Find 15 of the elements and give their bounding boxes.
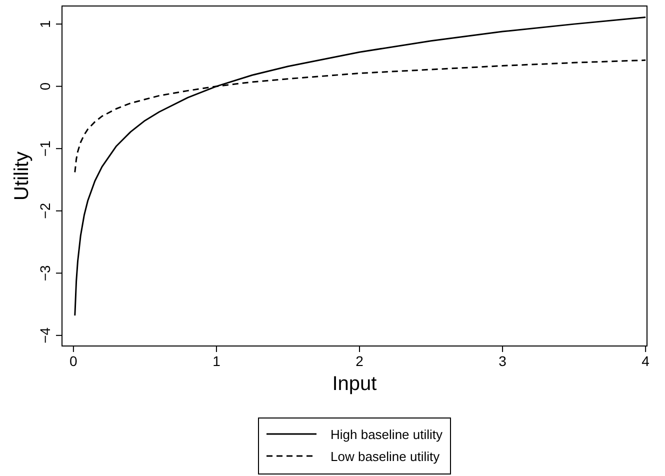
x-tick-label: 3 (498, 353, 507, 369)
legend-label: High baseline utility (330, 427, 444, 442)
y-tick-label: 0 (37, 82, 53, 90)
x-tick-label: 4 (642, 353, 650, 369)
y-tick-label: −4 (37, 327, 53, 344)
y-tick-label: 1 (37, 20, 53, 28)
y-tick-label: −3 (37, 264, 53, 282)
x-tick-label: 0 (70, 353, 78, 369)
y-axis-title: Utility (11, 152, 33, 200)
x-axis-title: Input (332, 373, 378, 395)
x-tick-label: 1 (212, 353, 221, 369)
x-tick-label: 2 (356, 353, 364, 369)
y-tick-label: −1 (37, 140, 53, 157)
y-tick-label: −2 (37, 202, 53, 219)
legend-label: Low baseline utility (330, 449, 440, 464)
